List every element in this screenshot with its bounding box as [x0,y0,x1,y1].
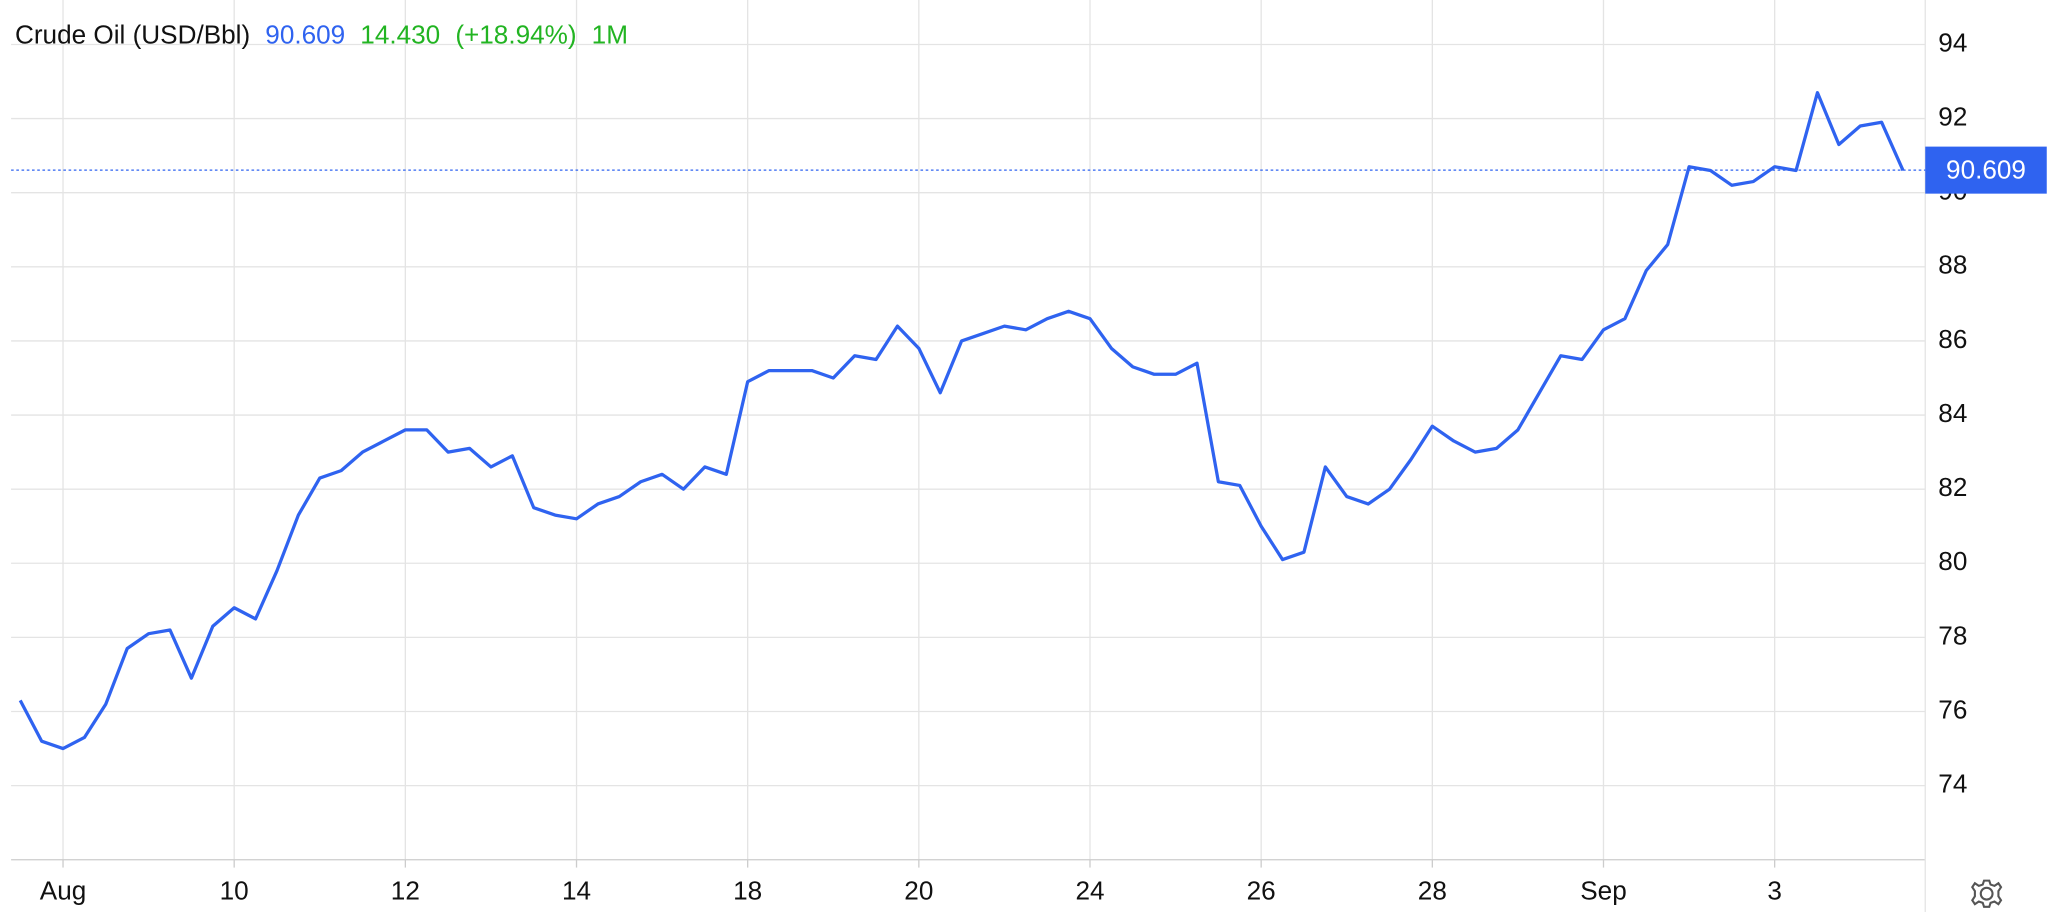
x-tick-label: 24 [1075,875,1104,905]
x-tick-label: Sep [1580,875,1626,905]
last-price-label: 90.609 [1946,154,2026,184]
y-tick-label: 76 [1938,694,1967,724]
change-percent: (+18.94%) [455,19,576,49]
y-tick-label: 82 [1938,472,1967,502]
last-price: 90.609 [265,19,345,49]
x-tick-label: 14 [562,875,591,905]
plot [11,0,1926,860]
x-tick-label: 12 [391,875,420,905]
chart-title: Crude Oil (USD/Bbl) [15,19,250,49]
x-tick-label: 10 [220,875,249,905]
x-tick-label: Aug [40,875,86,905]
period: 1M [592,19,628,49]
x-tick-label: 20 [904,875,933,905]
y-tick-label: 78 [1938,620,1967,650]
axes: 7476788082848688909294Aug101214182024262… [11,0,2047,912]
y-tick-label: 94 [1938,27,1967,57]
change: 14.430 [360,19,440,49]
last-price-box [1925,146,2047,194]
settings-icon[interactable] [1971,879,2003,908]
y-tick-label: 88 [1938,250,1967,280]
price-line [18,91,1905,751]
x-tick-label: 26 [1247,875,1276,905]
y-tick-label: 84 [1938,398,1967,428]
y-tick-label: 86 [1938,324,1967,354]
x-tick-label: 28 [1418,875,1447,905]
header: Crude Oil (USD/Bbl) 90.609 14.430 (+18.9… [15,19,628,49]
y-tick-label: 74 [1938,769,1967,799]
y-tick-label: 80 [1938,546,1967,576]
x-tick-label: 3 [1767,875,1782,905]
y-tick-label: 92 [1938,101,1967,131]
x-tick-label: 18 [733,875,762,905]
